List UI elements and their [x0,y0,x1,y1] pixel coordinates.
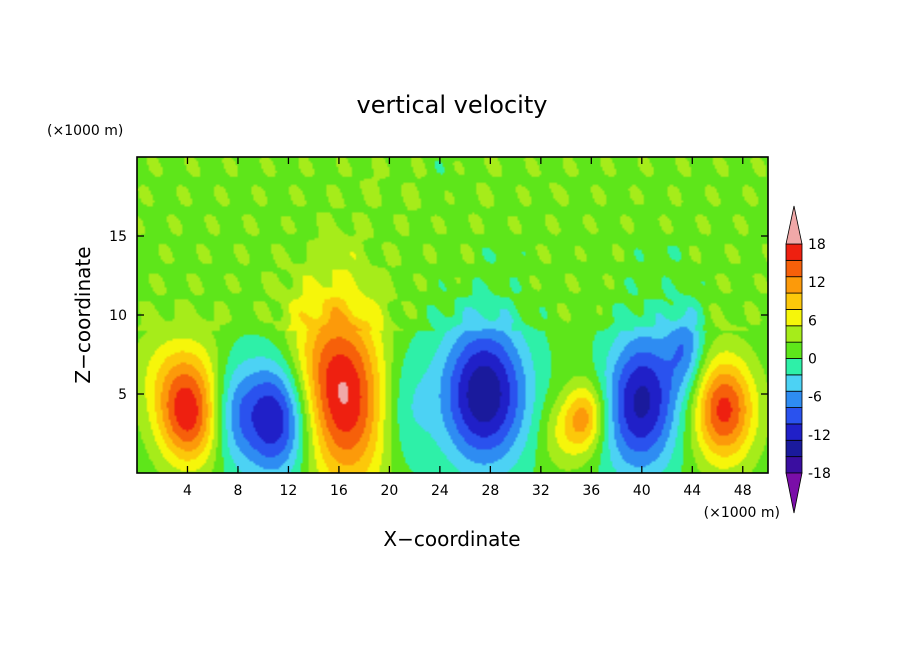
colorbar-bin [785,423,803,441]
chart-title: vertical velocity [357,91,548,119]
colorbar-bin [785,456,803,474]
colorbar: 18 12 6 0 -6 -12 -18 [785,205,831,514]
y-axis-unit: (×1000 m) [47,123,123,139]
colorbar-bin [785,374,803,392]
colorbar-bin [785,325,803,343]
colorbar-label: 6 [808,313,817,329]
x-axis-unit: (×1000 m) [704,505,780,521]
colorbar-bin [785,309,803,327]
y-tick-label: 10 [109,308,127,324]
colorbar-bin [785,292,803,310]
contour-field [137,157,768,473]
x-tick-label: 4 [183,483,192,499]
x-tick-label: 16 [330,483,348,499]
colorbar-label: 18 [808,237,826,253]
x-tick-label: 24 [431,483,449,499]
colorbar-bin [785,358,803,376]
colorbar-bin [785,341,803,359]
y-axis-ticks: 5 10 15 [109,229,768,403]
colorbar-label: 0 [808,352,817,368]
x-tick-label: 44 [683,483,701,499]
x-tick-label: 36 [582,483,600,499]
colorbar-bin [785,259,803,278]
colorbar-bin [785,243,803,261]
colorbar-extend-bottom [785,472,803,514]
colorbar-label: -18 [808,466,831,482]
colorbar-label: -12 [808,428,831,444]
y-tick-label: 5 [118,387,127,403]
x-axis-ticks: 4 8 12 16 20 24 28 32 36 40 44 48 [183,157,752,499]
colorbar-label: 12 [808,275,826,291]
y-tick-label: 15 [109,229,127,245]
colorbar-extend-top [785,205,803,245]
colorbar-bin [785,390,803,408]
colorbar-bin [785,439,803,458]
colorbar-bin [785,407,803,425]
x-tick-label: 32 [532,483,550,499]
y-axis-label: Z−coordinate [71,246,95,383]
x-axis-label: X−coordinate [383,527,520,551]
x-tick-label: 28 [481,483,499,499]
colorbar-label: -6 [808,390,822,406]
x-tick-label: 48 [734,483,752,499]
x-tick-label: 40 [633,483,651,499]
x-tick-label: 20 [380,483,398,499]
x-tick-label: 12 [280,483,298,499]
x-tick-label: 8 [233,483,242,499]
colorbar-bin [785,276,803,294]
